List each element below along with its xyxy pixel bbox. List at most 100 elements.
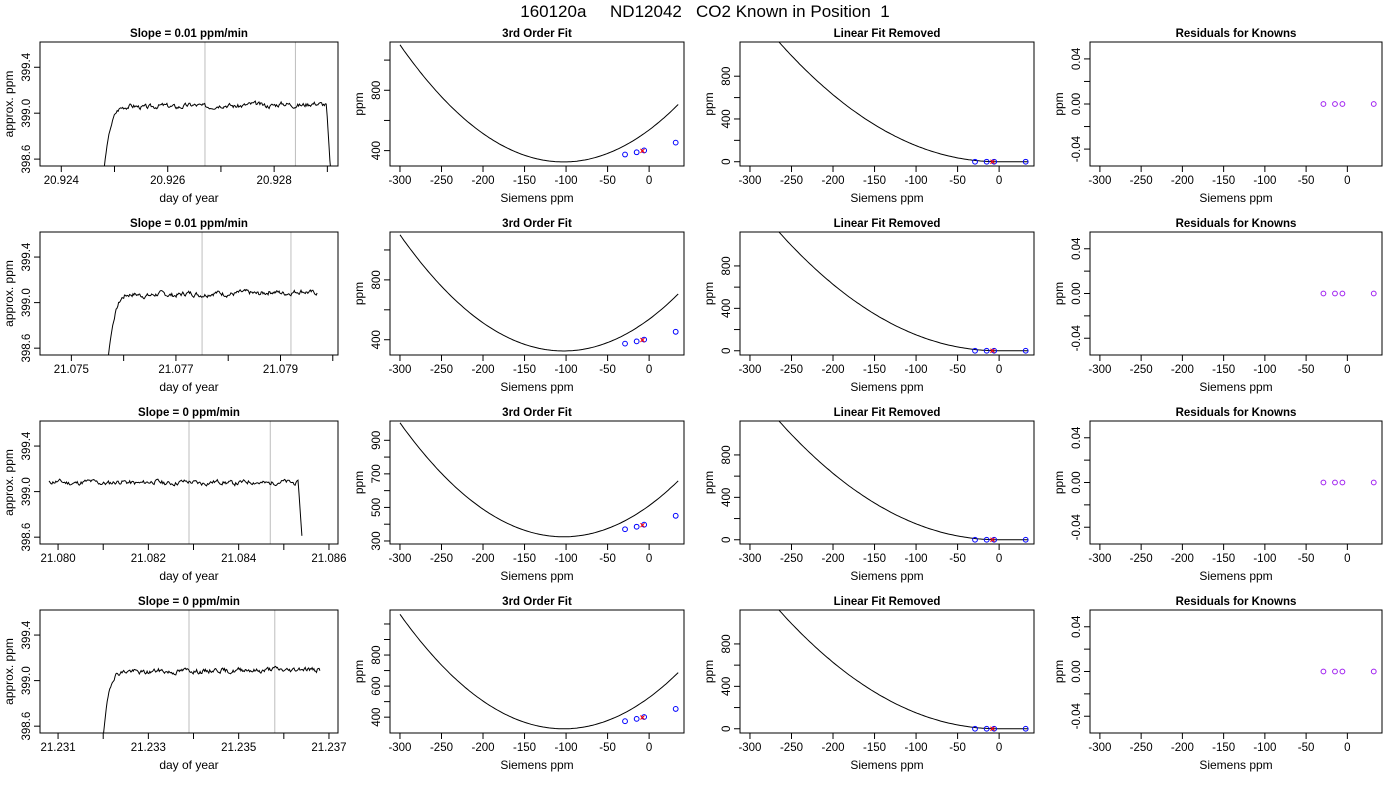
x-tick-label: -100 <box>905 742 928 754</box>
plot-area <box>1320 290 1377 297</box>
plot-area <box>778 42 1029 165</box>
x-tick-label: -100 <box>905 175 928 187</box>
x-axis-label: Siemens ppm <box>1199 758 1272 772</box>
panel-title: Slope = 0.01 ppm/min <box>130 28 248 40</box>
residual-point <box>1320 101 1327 107</box>
known-point <box>1022 536 1029 543</box>
plot-area <box>1320 479 1377 486</box>
x-tick-label: 21.077 <box>158 364 193 376</box>
known-point <box>991 725 998 732</box>
y-tick-label: 399.0 <box>21 477 33 506</box>
panel-r0c1: 3rd Order Fit Siemens ppm ppm -300 -250 -200 -… <box>352 28 685 205</box>
x-tick-label: -200 <box>1171 364 1194 376</box>
known-point <box>1022 347 1029 354</box>
x-tick-label: -150 <box>863 742 886 754</box>
panel-title: Residuals for Knowns <box>1176 407 1297 419</box>
plot-frame <box>1089 420 1383 545</box>
y-tick-label: 398.6 <box>21 712 33 741</box>
fit-curve <box>778 42 1029 163</box>
x-axis-label: Siemens ppm <box>1199 569 1272 583</box>
plot-area <box>107 232 318 355</box>
y-tick-label: 300 <box>371 531 383 550</box>
panel-title: Residuals for Knowns <box>1176 28 1297 40</box>
x-tick-label: -250 <box>430 742 453 754</box>
x-tick-label: 0 <box>646 175 652 187</box>
y-tick-label: 400 <box>371 141 383 160</box>
y-axis-label: approx. ppm <box>2 71 16 138</box>
x-tick-label: -250 <box>430 553 453 565</box>
known-point <box>972 347 978 354</box>
residual-point <box>1370 290 1377 297</box>
y-axis-label: ppm <box>1052 660 1066 683</box>
y-tick-label: 0.04 <box>1071 47 1083 70</box>
x-tick-label: -100 <box>555 742 578 754</box>
fit-curve <box>399 614 679 730</box>
y-tick-label: 600 <box>371 677 383 696</box>
panel-r3c0: Slope = 0 ppm/min day of year approx. ppm 2… <box>2 596 347 772</box>
x-tick-label: 0 <box>996 742 1002 754</box>
plot-frame <box>39 41 339 167</box>
residual-point <box>1332 290 1338 297</box>
residual-point <box>1339 668 1346 675</box>
y-axis-label: ppm <box>352 660 366 683</box>
x-tick-label: -250 <box>430 364 453 376</box>
plot-frame <box>389 609 685 734</box>
x-tick-label: -300 <box>738 553 761 565</box>
plot-area <box>1320 101 1377 107</box>
x-tick-label: -250 <box>780 175 803 187</box>
plot-frame <box>389 420 685 545</box>
y-tick-label: 0.00 <box>1071 660 1083 682</box>
plot-area <box>399 44 679 163</box>
panel-title: Linear Fit Removed <box>834 596 941 608</box>
residual-point <box>1320 668 1327 675</box>
residual-point <box>1339 479 1346 486</box>
unknown-marker <box>640 715 645 720</box>
y-tick-label: -0.04 <box>1071 325 1083 352</box>
residual-point <box>1339 101 1346 107</box>
x-tick-label: 21.086 <box>311 553 346 565</box>
y-axis-label: ppm <box>1052 92 1066 115</box>
x-axis-label: day of year <box>159 380 218 394</box>
plot-area <box>48 421 303 544</box>
plot-frame <box>389 41 685 167</box>
plot-area <box>103 42 331 166</box>
x-tick-label: 21.075 <box>54 364 89 376</box>
x-tick-label: -200 <box>472 742 495 754</box>
x-tick-label: -300 <box>388 175 411 187</box>
residual-point <box>1332 101 1338 107</box>
known-point <box>972 158 978 165</box>
x-tick-label: -50 <box>949 742 966 754</box>
plot-area <box>103 610 321 733</box>
x-tick-label: 0 <box>646 742 652 754</box>
y-tick-label: 398.6 <box>21 334 33 363</box>
x-tick-label: -100 <box>905 364 928 376</box>
y-tick-label: 800 <box>371 270 383 289</box>
x-tick-label: -300 <box>1088 364 1111 376</box>
known-point <box>672 706 679 712</box>
y-tick-label: 399.4 <box>21 620 33 649</box>
x-axis-label: day of year <box>159 191 218 205</box>
x-tick-label: 0 <box>1344 175 1350 187</box>
y-tick-label: 0.00 <box>1071 93 1083 115</box>
x-tick-label: -150 <box>513 364 536 376</box>
y-tick-label: 398.6 <box>21 145 33 174</box>
known-point <box>983 536 990 543</box>
panel-title: Linear Fit Removed <box>834 407 941 419</box>
panel-title: 3rd Order Fit <box>502 218 572 230</box>
panel-title: 3rd Order Fit <box>502 407 572 419</box>
plot-frame <box>1089 609 1383 734</box>
x-tick-label: 21.233 <box>131 742 166 754</box>
x-tick-label: -100 <box>1253 175 1276 187</box>
y-axis-label: ppm <box>352 282 366 305</box>
residual-point <box>1370 668 1377 675</box>
y-tick-label: 398.6 <box>21 523 33 552</box>
known-point <box>672 328 679 335</box>
panel-r0c0: Slope = 0.01 ppm/min day of year approx. p… <box>2 28 339 205</box>
x-tick-label: -150 <box>513 742 536 754</box>
x-tick-label: -200 <box>822 175 845 187</box>
panel-title: Slope = 0.01 ppm/min <box>130 218 248 230</box>
panel-r2c0: Slope = 0 ppm/min day of year approx. ppm 2… <box>2 407 347 583</box>
x-tick-label: -50 <box>949 364 966 376</box>
x-axis-label: day of year <box>159 569 218 583</box>
y-axis-label: ppm <box>352 471 366 494</box>
